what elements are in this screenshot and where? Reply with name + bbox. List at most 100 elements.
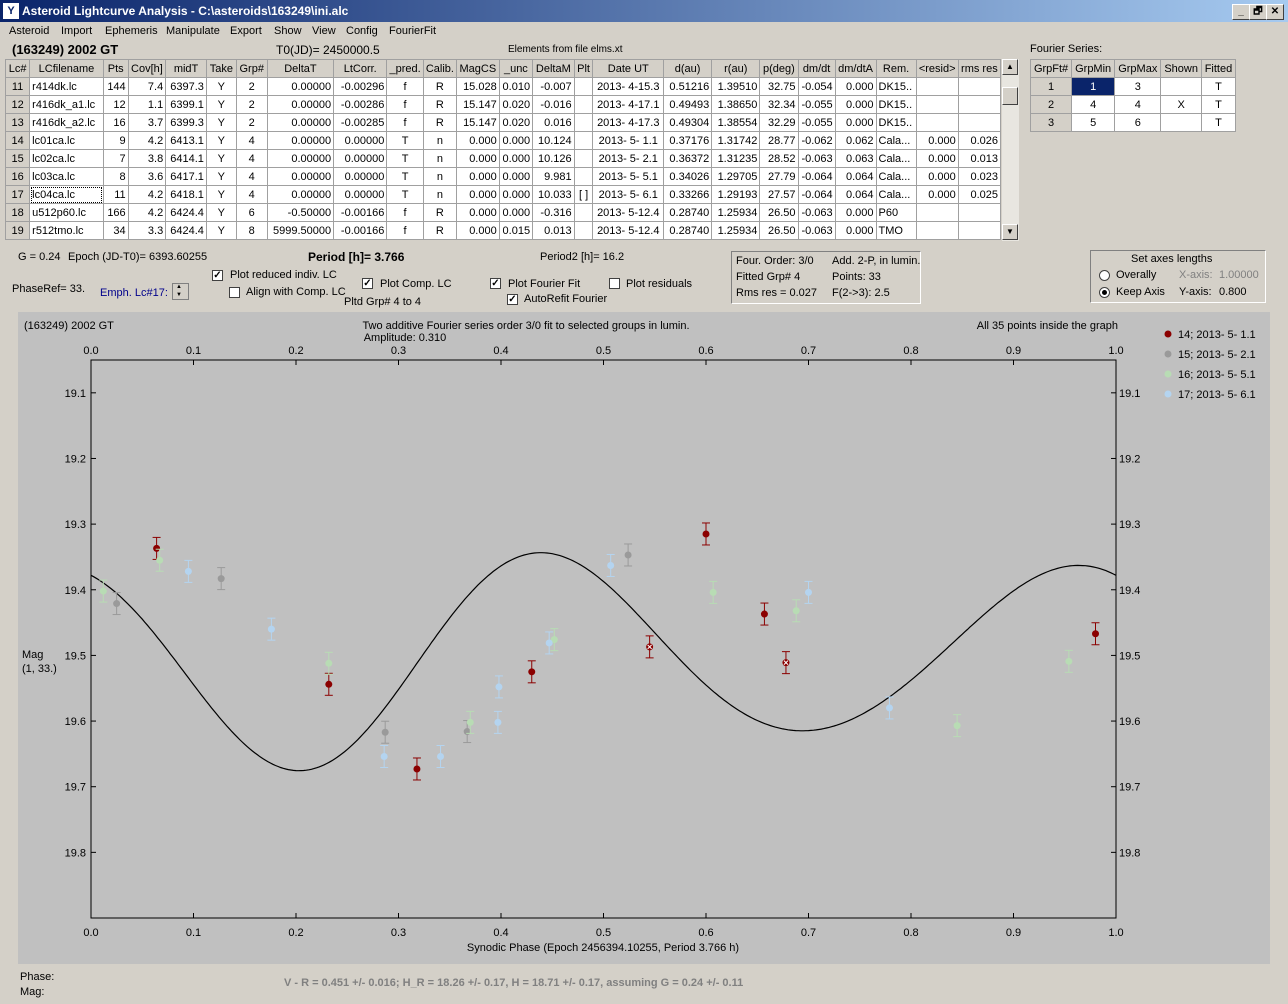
table-cell[interactable]: -0.064: [797, 185, 836, 204]
table-cell[interactable]: 0.013: [532, 221, 575, 240]
table-cell[interactable]: 0.000: [915, 131, 959, 150]
row-header[interactable]: 18: [4, 203, 31, 222]
table-cell[interactable]: 6: [235, 203, 268, 222]
column-header[interactable]: rms res: [957, 59, 1002, 78]
autorefit-checkbox[interactable]: ✓: [507, 294, 518, 305]
table-cell[interactable]: 15.147: [455, 113, 500, 132]
table-cell[interactable]: 10.033: [532, 185, 575, 204]
table-cell[interactable]: f: [386, 77, 424, 96]
minimize-button[interactable]: _: [1232, 4, 1250, 20]
table-cell[interactable]: 8: [235, 221, 268, 240]
table-cell[interactable]: 3.8: [127, 149, 167, 168]
table-cell[interactable]: -0.316: [532, 203, 575, 222]
menu-show[interactable]: Show: [274, 25, 302, 37]
table-cell[interactable]: 0.023: [957, 167, 1002, 186]
table-cell[interactable]: 4.2: [127, 131, 167, 150]
table-cell[interactable]: 7.4: [127, 77, 167, 96]
table-cell[interactable]: [ ]: [573, 185, 594, 204]
table-cell[interactable]: lc04ca.lc: [29, 185, 104, 204]
table-cell[interactable]: 0.000: [455, 131, 500, 150]
table-cell[interactable]: DK15..: [875, 113, 917, 132]
column-header[interactable]: Pts: [102, 59, 129, 78]
table-cell[interactable]: 166: [102, 203, 129, 222]
table-cell[interactable]: TMO: [875, 221, 917, 240]
table-cell[interactable]: 1.29193: [711, 185, 761, 204]
fs-column-header[interactable]: GrpMin: [1071, 59, 1116, 78]
table-cell[interactable]: 0.00000: [333, 131, 388, 150]
menu-config[interactable]: Config: [346, 25, 378, 37]
table-cell[interactable]: 0.00000: [266, 77, 335, 96]
table-cell[interactable]: -0.063: [797, 149, 836, 168]
column-header[interactable]: Take: [205, 59, 237, 78]
table-cell[interactable]: 6399.3: [165, 113, 207, 132]
table-cell[interactable]: 9.981: [532, 167, 575, 186]
column-header[interactable]: midT: [165, 59, 207, 78]
table-cell[interactable]: Cala...: [875, 167, 917, 186]
table-cell[interactable]: 0.000: [915, 167, 959, 186]
table-cell[interactable]: 2013- 5- 2.1: [592, 149, 665, 168]
row-header[interactable]: 11: [4, 77, 31, 96]
table-cell[interactable]: 1.31235: [711, 149, 761, 168]
table-cell[interactable]: 0.000: [834, 95, 877, 114]
fs-cell[interactable]: 1: [1071, 77, 1116, 96]
column-header[interactable]: LtCorr.: [333, 59, 388, 78]
menu-import[interactable]: Import: [61, 25, 93, 37]
table-cell[interactable]: 32.75: [759, 77, 799, 96]
table-row[interactable]: 18 u512p60.lc 166 4.2 6424.4 Y 6 -0.50000 -0.001…: [4, 203, 1002, 222]
fs-cell[interactable]: [1160, 77, 1202, 96]
table-cell[interactable]: 0.062: [834, 131, 877, 150]
table-cell[interactable]: 2013- 5- 1.1: [592, 131, 665, 150]
scroll-down-icon[interactable]: ▼: [1002, 224, 1018, 240]
table-cell[interactable]: 10.124: [532, 131, 575, 150]
table-cell[interactable]: 0.000: [834, 203, 877, 222]
table-cell[interactable]: 0.000: [498, 203, 534, 222]
table-cell[interactable]: 0.013: [957, 149, 1002, 168]
table-cell[interactable]: 32.34: [759, 95, 799, 114]
emph-spinner[interactable]: ▲ ▼: [172, 283, 189, 300]
fs-column-header[interactable]: GrpFt#: [1029, 59, 1073, 78]
table-cell[interactable]: 0.28740: [663, 221, 713, 240]
table-cell[interactable]: 1.31742: [711, 131, 761, 150]
scroll-up-icon[interactable]: ▲: [1002, 59, 1018, 75]
table-cell[interactable]: 0.020: [498, 95, 534, 114]
table-cell[interactable]: [573, 95, 594, 114]
plot-comp-checkbox[interactable]: ✓: [362, 278, 373, 289]
table-cell[interactable]: 0.00000: [266, 167, 335, 186]
table-cell[interactable]: -0.00166: [333, 221, 388, 240]
table-row[interactable]: 11 r414dk.lc 144 7.4 6397.3 Y 2 0.00000 -0.00296…: [4, 77, 1002, 96]
table-cell[interactable]: R: [422, 95, 457, 114]
row-header[interactable]: 16: [4, 167, 31, 186]
fs-cell[interactable]: [1160, 113, 1202, 132]
table-cell[interactable]: 0.000: [498, 167, 534, 186]
table-cell[interactable]: 1.38650: [711, 95, 761, 114]
table-cell[interactable]: Y: [205, 95, 237, 114]
table-cell[interactable]: [573, 131, 594, 150]
table-cell[interactable]: 0.000: [915, 185, 959, 204]
table-cell[interactable]: 0.00000: [266, 113, 335, 132]
table-cell[interactable]: T: [386, 167, 424, 186]
table-cell[interactable]: 26.50: [759, 203, 799, 222]
table-cell[interactable]: n: [422, 149, 457, 168]
table-cell[interactable]: 12: [102, 95, 129, 114]
table-cell[interactable]: r512tmo.lc: [29, 221, 104, 240]
table-cell[interactable]: Y: [205, 185, 237, 204]
table-cell[interactable]: 6399.1: [165, 95, 207, 114]
column-header[interactable]: DeltaM: [532, 59, 575, 78]
table-cell[interactable]: 0.000: [455, 203, 500, 222]
plot-fourier-checkbox[interactable]: ✓: [490, 278, 501, 289]
table-cell[interactable]: 15.147: [455, 95, 500, 114]
table-cell[interactable]: r416dk_a1.lc: [29, 95, 104, 114]
menu-export[interactable]: Export: [230, 25, 262, 37]
table-cell[interactable]: 0.33266: [663, 185, 713, 204]
table-cell[interactable]: lc01ca.lc: [29, 131, 104, 150]
table-cell[interactable]: f: [386, 113, 424, 132]
xaxis-value[interactable]: 1.00000: [1219, 269, 1259, 281]
column-header[interactable]: _pred.: [386, 59, 424, 78]
table-cell[interactable]: 0.000: [834, 77, 877, 96]
row-header[interactable]: 15: [4, 149, 31, 168]
yaxis-value[interactable]: 0.800: [1219, 286, 1247, 298]
table-cell[interactable]: 9: [102, 131, 129, 150]
table-cell[interactable]: [573, 167, 594, 186]
table-cell[interactable]: 2: [235, 77, 268, 96]
